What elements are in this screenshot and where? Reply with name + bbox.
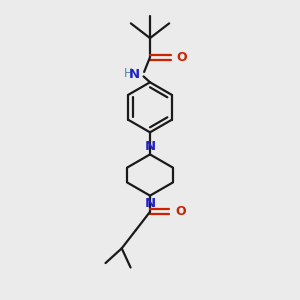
Text: O: O xyxy=(175,205,186,218)
Text: N: N xyxy=(129,68,140,81)
Text: N: N xyxy=(144,197,156,210)
Text: N: N xyxy=(144,140,156,153)
Text: H: H xyxy=(124,67,133,80)
Text: O: O xyxy=(176,51,187,64)
